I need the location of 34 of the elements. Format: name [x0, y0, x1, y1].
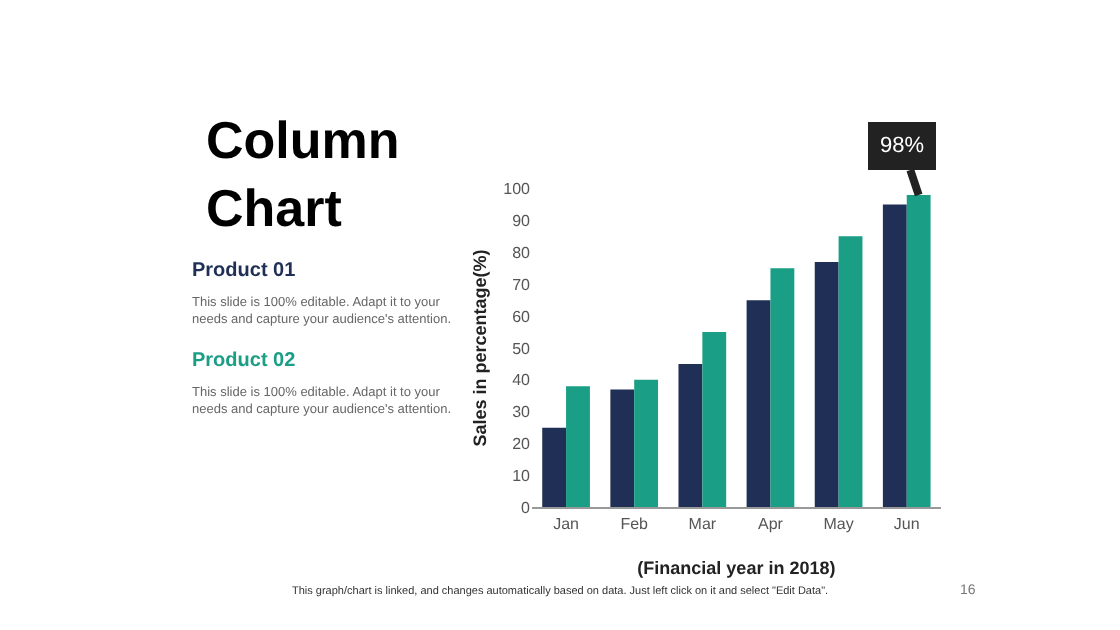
- bar: [542, 427, 567, 508]
- bar: [838, 236, 863, 508]
- y-tick-label: 30: [512, 403, 532, 422]
- x-tick-label: Mar: [688, 514, 717, 533]
- y-tick-label: 50: [512, 339, 532, 358]
- x-tick-label: Feb: [620, 514, 650, 533]
- y-tick-label: 60: [512, 307, 532, 326]
- x-tick-label: Jun: [893, 514, 920, 533]
- y-tick-label: 10: [512, 467, 532, 486]
- bar: [610, 389, 635, 508]
- x-tick-label: Apr: [758, 514, 784, 533]
- x-tick-label: Jan: [553, 514, 579, 533]
- x-axis-title: (Financial year in 2018): [637, 558, 836, 579]
- y-axis-title: Sales in percentage(%): [469, 249, 490, 447]
- bar: [634, 379, 659, 508]
- y-tick-label: 0: [521, 499, 532, 517]
- bar: [746, 300, 771, 508]
- annotation: 98%: [880, 134, 925, 158]
- y-tick-label: 40: [512, 371, 532, 390]
- text: Product 01: [192, 260, 297, 282]
- text: Product 02: [192, 350, 297, 372]
- bar: [702, 332, 727, 508]
- bar: [814, 261, 839, 508]
- chart-title: Column Chart: [206, 110, 400, 238]
- y-tick-label: 100: [503, 180, 532, 199]
- bar: [678, 363, 703, 508]
- x-tick-label: May: [823, 514, 854, 533]
- y-tick-label: 90: [512, 212, 532, 231]
- bar: [770, 268, 795, 508]
- y-tick-label: 20: [512, 435, 532, 454]
- y-tick-label: 70: [512, 275, 532, 294]
- bar: [882, 204, 907, 508]
- y-tick-label: 80: [512, 243, 532, 262]
- bar: [566, 386, 590, 508]
